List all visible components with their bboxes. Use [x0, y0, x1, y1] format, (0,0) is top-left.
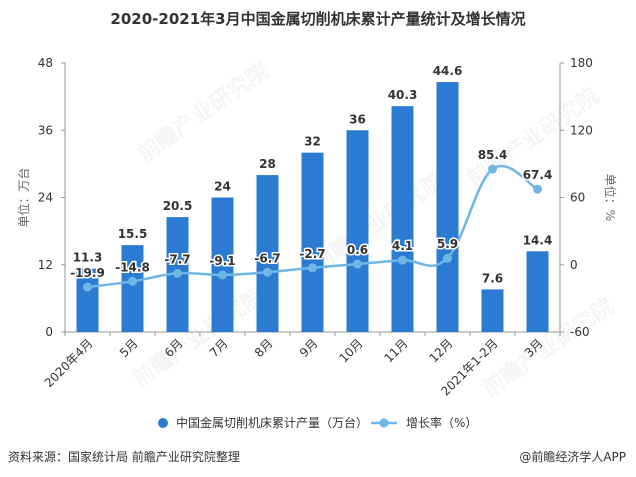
line-value-label: 5.9 — [437, 237, 458, 251]
x-tick-label: 11月 — [381, 336, 410, 365]
bar-value-label: 15.5 — [118, 227, 148, 241]
line-point — [83, 282, 92, 292]
line-value-label: 4.1 — [392, 239, 413, 253]
bar-value-label: 36 — [349, 112, 366, 126]
line-point — [218, 270, 227, 280]
x-tick-label: 5月 — [117, 336, 141, 360]
bar-value-label: 24 — [214, 180, 231, 194]
y-axis-left-title: 单位：万台 — [16, 167, 31, 227]
line-value-label: -7.7 — [164, 252, 190, 266]
line-value-label: -19.9 — [70, 266, 105, 280]
bar — [481, 289, 504, 332]
x-tick-label: 6月 — [162, 336, 186, 360]
y-tick-label-right: -60 — [570, 325, 590, 339]
line-value-label: -9.1 — [209, 254, 235, 268]
line-point — [398, 255, 407, 265]
bar — [436, 82, 459, 332]
line-value-label: 85.4 — [478, 148, 508, 162]
bar-value-label: 14.4 — [523, 233, 553, 247]
bar — [211, 197, 234, 332]
bar — [301, 152, 324, 332]
x-tick-label: 9月 — [297, 336, 321, 360]
bar — [391, 106, 414, 332]
growth-line — [87, 164, 539, 289]
bar — [76, 268, 99, 332]
line-value-label: -14.8 — [115, 260, 150, 274]
legend-line-marker — [379, 418, 389, 428]
line-point — [263, 267, 272, 277]
x-tick-label: 10月 — [336, 336, 365, 365]
y-tick-label-left: 48 — [38, 56, 53, 70]
line-value-label: 0.6 — [347, 243, 368, 257]
brand-credit: @前瞻经济学人APP — [519, 450, 626, 464]
line-value-label: -2.7 — [299, 247, 325, 261]
y-tick-label-right: 60 — [570, 191, 585, 205]
line-value-label: -6.7 — [254, 251, 280, 265]
bar-value-label: 20.5 — [163, 199, 193, 213]
y-tick-label-left: 24 — [38, 191, 53, 205]
bar — [121, 245, 144, 332]
y-axis-right-title: 单位：% — [603, 174, 618, 221]
line-point — [308, 263, 317, 273]
bar-value-label: 44.6 — [433, 64, 463, 78]
bar — [526, 251, 549, 332]
y-tick-label-left: 12 — [38, 258, 53, 272]
line-point — [173, 268, 182, 278]
bar-value-label: 28 — [259, 157, 276, 171]
y-tick-label-right: 0 — [570, 258, 578, 272]
legend-bar-label: 中国金属切削机床累计产量（万台） — [176, 415, 368, 430]
line-point — [488, 164, 497, 174]
chart-title: 2020-2021年3月中国金属切削机床累计产量统计及增长情况 — [110, 10, 526, 28]
bar-value-label: 11.3 — [73, 251, 103, 265]
y-tick-label-left: 0 — [45, 325, 53, 339]
x-tick-label: 3月 — [522, 336, 546, 360]
x-tick-label: 2020年4月 — [42, 336, 96, 390]
y-tick-label-right: 120 — [570, 123, 593, 137]
line-point — [128, 276, 137, 286]
legend-bar-marker — [158, 418, 168, 428]
source-note: 资料来源：国家统计局 前瞻产业研究院整理 — [8, 450, 240, 464]
bar-value-label: 40.3 — [388, 88, 418, 102]
legend-line-label: 增长率（%） — [406, 415, 477, 430]
line-point — [353, 259, 362, 269]
x-tick-label: 8月 — [252, 336, 276, 360]
line-value-label: 67.4 — [523, 168, 553, 182]
bar — [346, 130, 369, 332]
y-tick-label-left: 36 — [38, 123, 53, 137]
x-tick-label: 12月 — [426, 336, 455, 365]
line-point — [443, 253, 452, 263]
bar-value-label: 32 — [304, 135, 321, 149]
x-tick-label: 7月 — [207, 336, 231, 360]
bar-value-label: 7.6 — [482, 271, 503, 285]
line-point — [533, 184, 542, 194]
y-tick-label-right: 180 — [570, 56, 593, 70]
bar — [256, 175, 279, 332]
